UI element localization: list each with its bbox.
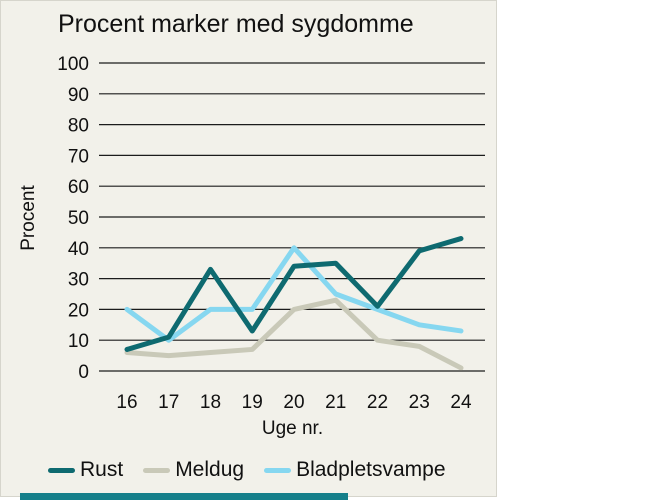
y-tick-label: 40 [68,239,89,260]
series-line-meldug [124,297,464,371]
y-tick-label: 30 [68,270,89,291]
legend-swatch-rust [48,467,75,473]
x-tick-label: 22 [367,392,388,413]
y-tick-label: 80 [68,116,89,137]
x-tick-label: 20 [283,392,304,413]
chart-legend: Rust Meldug Bladpletsvampe [48,458,446,482]
series-line-rust [124,236,464,352]
x-tick-label: 24 [450,392,472,413]
legend-label-bladpletsvampe: Bladpletsvampe [296,458,446,481]
legend-swatch-bladpletsvampe [264,467,292,473]
y-tick-label: 20 [68,300,89,321]
bottom-accent-bar [20,493,348,500]
line-chart: 0 10 20 30 40 50 60 70 80 90 100 16 17 18 19 20 21 22 23 24 [57,54,485,413]
legend-label-rust: Rust [80,458,124,481]
y-tick-label: 90 [68,85,89,106]
legend-item-rust: Rust [48,458,123,482]
x-tick-label: 18 [200,392,221,413]
x-tick-label: 16 [116,392,137,413]
x-axis-title: Uge nr. [261,418,324,439]
x-tick-label: 21 [325,392,346,413]
y-tick-label: 70 [68,146,89,167]
x-tick-label: 19 [242,392,263,413]
y-tick-label: 60 [68,177,89,198]
x-tick-label: 17 [158,392,179,413]
series-line-bladpletsvampe [124,245,464,343]
chart-title: Procent marker med sygdomme [58,10,414,38]
chart-panel: Procent marker med sygdomme 0 10 20 30 40 50 6… [0,0,497,497]
y-tick-label: 10 [68,331,89,352]
y-tick-label: 100 [57,54,89,75]
y-axis-title: Procent [18,185,39,251]
x-tick-label: 23 [409,392,430,413]
legend-label-meldug: Meldug [175,458,245,481]
legend-swatch-meldug [143,467,171,473]
legend-item-bladpletsvampe: Bladpletsvampe [264,458,446,482]
y-tick-label: 0 [78,362,89,383]
legend-item-meldug: Meldug [143,458,244,482]
y-tick-label: 50 [68,208,89,229]
